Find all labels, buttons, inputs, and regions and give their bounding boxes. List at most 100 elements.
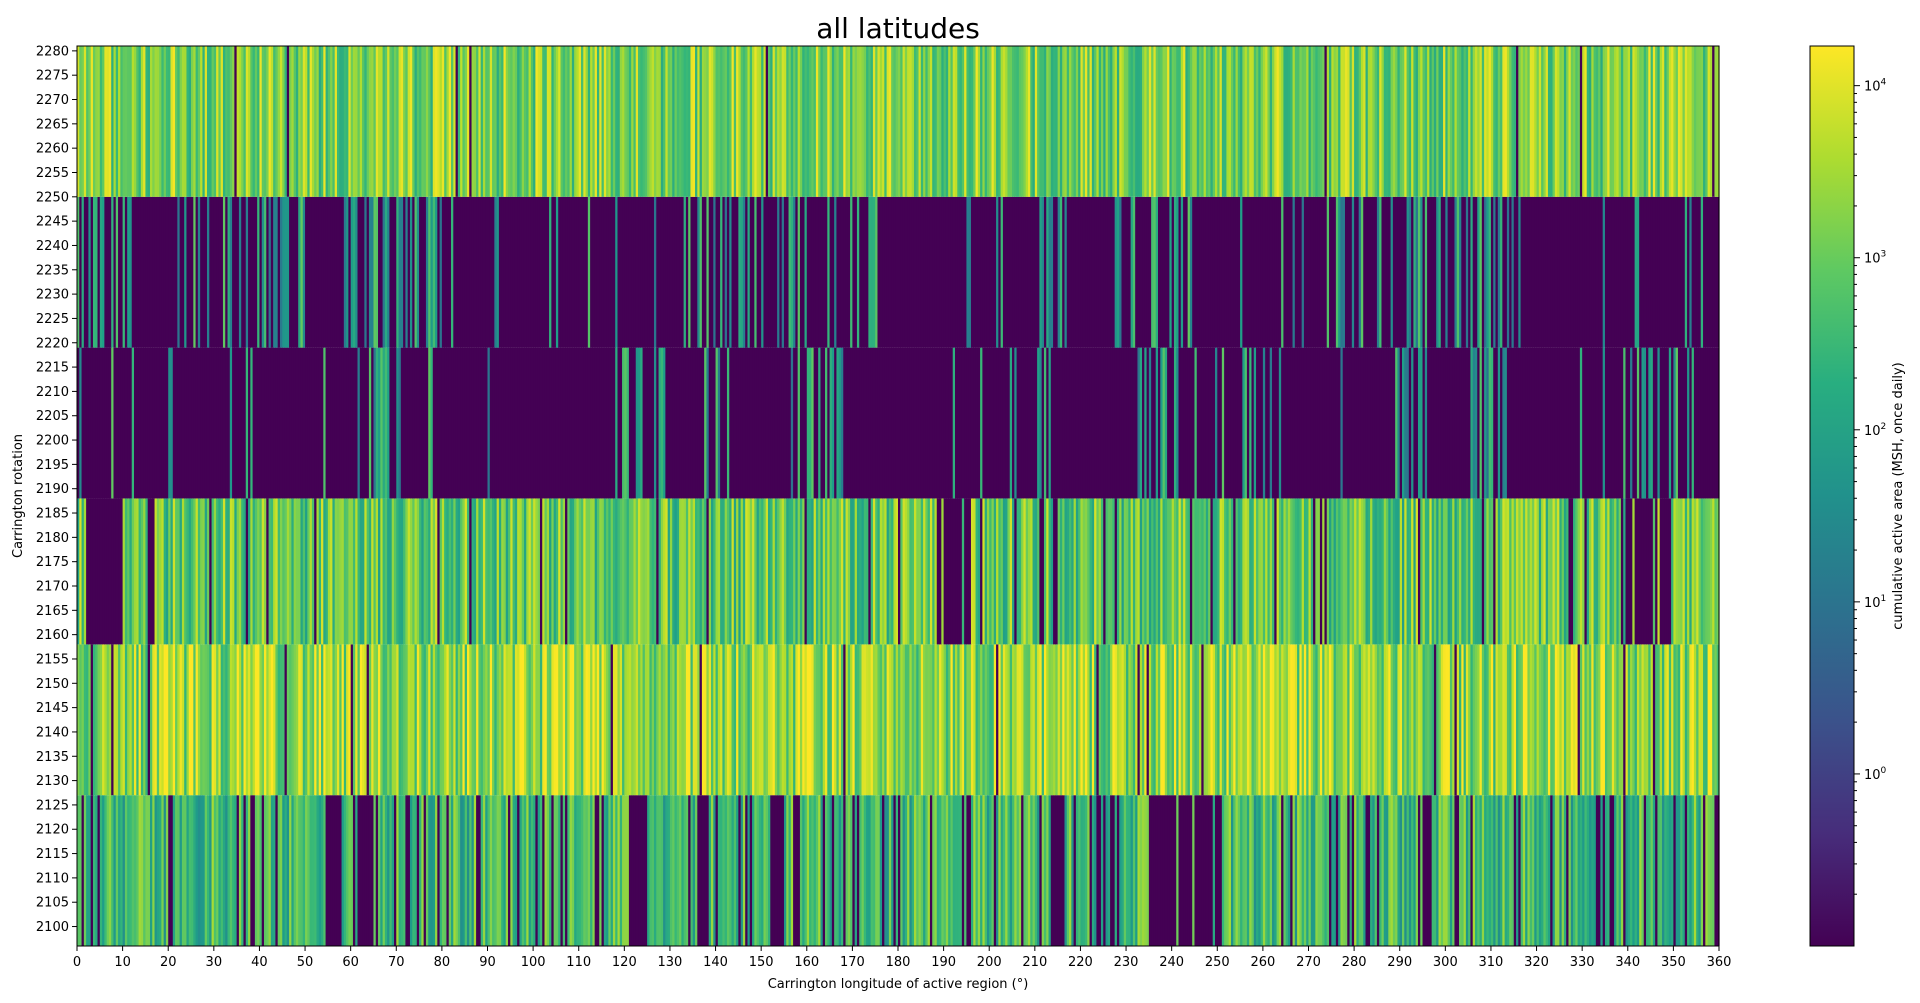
x-tick-label: 20 bbox=[160, 955, 177, 970]
heatmap-cell bbox=[1183, 795, 1186, 946]
heatmap-cell bbox=[672, 795, 676, 946]
heatmap-cell bbox=[1634, 644, 1638, 796]
heatmap-cell bbox=[492, 795, 495, 946]
heatmap-cell bbox=[380, 46, 384, 197]
heatmap-cell bbox=[1287, 644, 1291, 796]
heatmap-cell bbox=[341, 644, 345, 796]
heatmap-cell bbox=[1021, 644, 1025, 796]
heatmap-cell bbox=[1395, 498, 1399, 645]
heatmap-cell bbox=[1413, 644, 1417, 796]
heatmap-cell bbox=[88, 644, 92, 796]
heatmap-cell bbox=[879, 196, 883, 348]
heatmap-cell bbox=[268, 196, 272, 348]
heatmap-cell bbox=[1531, 46, 1535, 197]
heatmap-cell bbox=[1187, 644, 1191, 796]
heatmap-cell bbox=[1269, 498, 1273, 645]
heatmap-cell bbox=[939, 795, 942, 946]
heatmap-cell bbox=[959, 498, 963, 645]
heatmap-cell bbox=[779, 498, 783, 645]
heatmap-cell bbox=[1294, 498, 1298, 645]
x-tick-label: 270 bbox=[1296, 955, 1321, 970]
heatmap-cell bbox=[1303, 498, 1307, 645]
heatmap-cell bbox=[923, 46, 926, 197]
heatmap-cell bbox=[1349, 196, 1353, 348]
heatmap-cell bbox=[927, 498, 931, 645]
heatmap-cell bbox=[1240, 644, 1243, 796]
heatmap-cell bbox=[1468, 196, 1472, 348]
heatmap-cell bbox=[1397, 644, 1401, 796]
heatmap-cell bbox=[1096, 347, 1100, 499]
heatmap-cell bbox=[868, 644, 872, 796]
heatmap-cell bbox=[309, 795, 313, 946]
heatmap-cell bbox=[1648, 795, 1652, 946]
heatmap-cell bbox=[838, 347, 842, 499]
heatmap-cell bbox=[163, 46, 167, 197]
heatmap-cell bbox=[1472, 498, 1476, 645]
heatmap-cell bbox=[86, 644, 90, 796]
heatmap-cell bbox=[1388, 795, 1392, 946]
heatmap-cell bbox=[206, 498, 210, 645]
heatmap-cell bbox=[587, 347, 591, 499]
heatmap-cell bbox=[638, 196, 641, 348]
heatmap-cell bbox=[945, 347, 949, 499]
heatmap-cell bbox=[900, 196, 904, 348]
heatmap-cell bbox=[1454, 644, 1458, 796]
heatmap-cell bbox=[387, 46, 391, 197]
heatmap-cell bbox=[1664, 196, 1668, 348]
heatmap-cell bbox=[439, 644, 443, 796]
heatmap-cell bbox=[1661, 46, 1665, 197]
heatmap-cell bbox=[1265, 347, 1269, 499]
heatmap-cell bbox=[1114, 795, 1118, 946]
heatmap-cell bbox=[286, 795, 290, 946]
heatmap-cell bbox=[542, 498, 546, 645]
heatmap-cell bbox=[359, 795, 363, 946]
heatmap-cell bbox=[1680, 46, 1684, 197]
heatmap-cell bbox=[496, 196, 500, 348]
heatmap-cell bbox=[1292, 347, 1296, 499]
heatmap-cell bbox=[478, 498, 482, 645]
heatmap-cell bbox=[1237, 644, 1241, 796]
heatmap-cell bbox=[1287, 795, 1291, 946]
heatmap-cell bbox=[989, 795, 993, 946]
heatmap-cell bbox=[1112, 498, 1116, 645]
heatmap-cell bbox=[533, 46, 536, 197]
heatmap-cell bbox=[1034, 46, 1038, 197]
heatmap-cell bbox=[827, 347, 831, 499]
heatmap-cell bbox=[1180, 644, 1184, 796]
heatmap-cell bbox=[1516, 46, 1519, 197]
heatmap-cell bbox=[884, 498, 888, 645]
heatmap-cell bbox=[745, 795, 749, 946]
heatmap-cell bbox=[1618, 347, 1622, 499]
heatmap-cell bbox=[868, 795, 872, 946]
heatmap-cell bbox=[790, 196, 794, 348]
heatmap-cell bbox=[1520, 498, 1524, 645]
heatmap-cell bbox=[1196, 196, 1200, 348]
heatmap-cell bbox=[466, 644, 470, 796]
heatmap-cell bbox=[679, 46, 682, 197]
heatmap-cell bbox=[227, 644, 231, 796]
heatmap-cell bbox=[172, 795, 176, 946]
heatmap-cell bbox=[284, 347, 288, 499]
heatmap-cell bbox=[1126, 644, 1129, 796]
heatmap-cell bbox=[1201, 795, 1205, 946]
heatmap-cell bbox=[1324, 644, 1328, 796]
heatmap-cell bbox=[378, 795, 381, 946]
heatmap-cell bbox=[788, 196, 792, 348]
heatmap-cell bbox=[590, 196, 594, 348]
heatmap-cell bbox=[1272, 795, 1275, 946]
heatmap-cell bbox=[845, 644, 849, 796]
y-tick-label: 2240 bbox=[36, 239, 69, 254]
heatmap-cell bbox=[1043, 795, 1047, 946]
heatmap-cell bbox=[809, 196, 812, 348]
heatmap-cell bbox=[1347, 46, 1351, 197]
heatmap-cell bbox=[1048, 46, 1052, 197]
heatmap-cell bbox=[149, 644, 153, 796]
heatmap-cell bbox=[856, 347, 860, 499]
heatmap-cell bbox=[250, 498, 254, 645]
heatmap-cell bbox=[840, 644, 844, 796]
heatmap-cell bbox=[1545, 46, 1549, 197]
heatmap-cell bbox=[206, 46, 210, 197]
heatmap-cell bbox=[1568, 795, 1572, 946]
heatmap-cell bbox=[1112, 196, 1116, 348]
heatmap-cell bbox=[86, 795, 90, 946]
